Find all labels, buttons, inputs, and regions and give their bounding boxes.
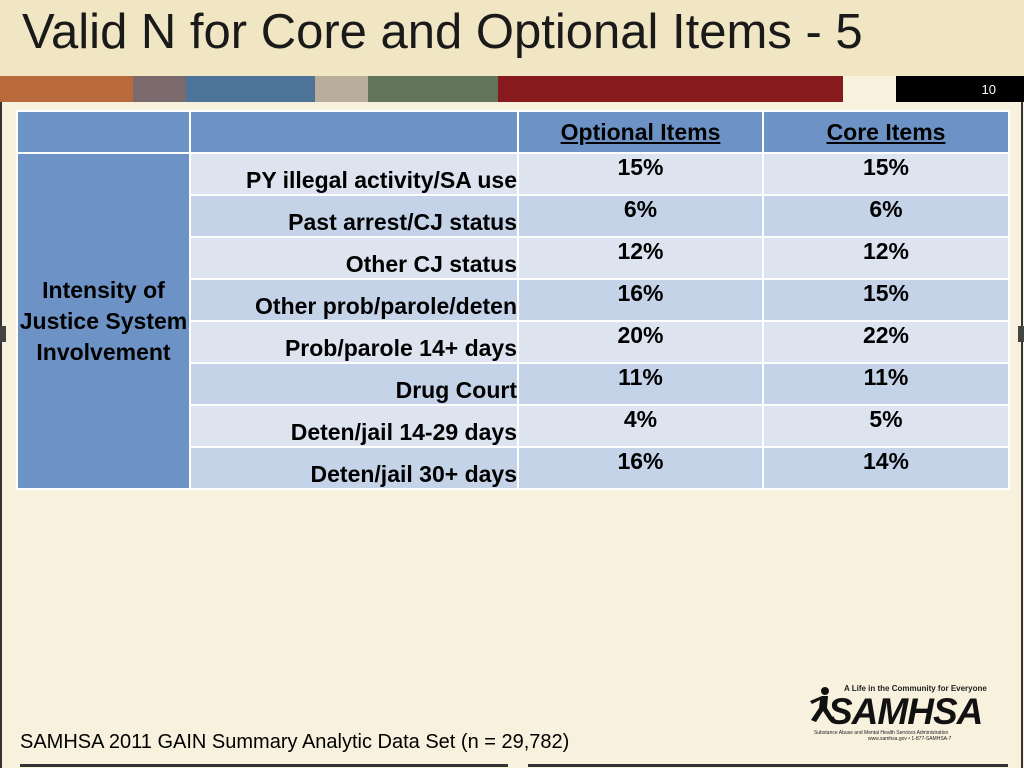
- row-label: Drug Court: [189, 362, 519, 406]
- row-label: Prob/parole 14+ days: [189, 320, 519, 364]
- optional-value: 15%: [517, 152, 764, 196]
- group-label: Intensity of Justice System Involvement: [16, 152, 191, 490]
- table-row: Other prob/parole/deten 16% 15%: [17, 278, 1010, 322]
- core-value: 22%: [762, 320, 1010, 364]
- table-header-row: Optional Items Core Items: [16, 110, 1010, 154]
- color-stripe-3: [186, 76, 315, 102]
- samhsa-logo: A Life in the Community for Everyone SAM…: [808, 684, 987, 742]
- color-stripe-2: [133, 76, 186, 102]
- edge-mark-left: [0, 326, 6, 342]
- logo-tagline: A Life in the Community for Everyone: [844, 684, 987, 693]
- table-row: Deten/jail 30+ days 16% 14%: [17, 446, 1010, 490]
- logo-wordmark: SAMHSA: [828, 691, 983, 732]
- row-label: Other CJ status: [189, 236, 519, 280]
- header-optional-items-label: Optional Items: [560, 118, 721, 145]
- optional-value: 16%: [517, 278, 764, 322]
- person-figure-icon: [810, 687, 833, 722]
- optional-value: 11%: [517, 362, 764, 406]
- color-stripe-5: [368, 76, 498, 102]
- bottom-rule-right: [528, 764, 1008, 767]
- header-optional-items: Optional Items: [517, 110, 764, 154]
- bottom-rule-left: [20, 764, 508, 767]
- frame-left-border: [0, 102, 2, 768]
- header-cell-empty-1: [16, 110, 191, 154]
- logo-subtitle: Substance Abuse and Mental Health Servic…: [814, 730, 949, 736]
- slide-title: Valid N for Core and Optional Items - 5: [22, 5, 863, 59]
- slide-number: 10: [981, 82, 996, 97]
- title-bar: Valid N for Core and Optional Items - 5: [0, 0, 1024, 76]
- core-value: 11%: [762, 362, 1010, 406]
- optional-value: 4%: [517, 404, 764, 448]
- optional-value: 6%: [517, 194, 764, 238]
- table-row: Prob/parole 14+ days 20% 22%: [17, 320, 1010, 364]
- table-row: Drug Court 11% 11%: [17, 362, 1010, 406]
- core-value: 15%: [762, 152, 1010, 196]
- color-stripe-7: [843, 76, 896, 102]
- row-label: PY illegal activity/SA use: [189, 152, 519, 196]
- footer-source: SAMHSA 2011 GAIN Summary Analytic Data S…: [20, 731, 570, 753]
- color-stripe-6: [498, 76, 843, 102]
- logo-contact: www.samhsa.gov • 1-877-SAMHSA-7: [868, 736, 952, 742]
- color-stripe-1: [0, 76, 133, 102]
- core-value: 6%: [762, 194, 1010, 238]
- header-core-items-label: Core Items: [826, 118, 946, 145]
- optional-value: 20%: [517, 320, 764, 364]
- row-label: Deten/jail 30+ days: [189, 446, 519, 490]
- header-cell-empty-2: [189, 110, 519, 154]
- core-value: 14%: [762, 446, 1010, 490]
- core-value: 15%: [762, 278, 1010, 322]
- row-label: Deten/jail 14-29 days: [189, 404, 519, 448]
- table-row: Intensity of Justice System Involvement …: [16, 152, 1010, 490]
- core-value: 5%: [762, 404, 1010, 448]
- slide-number-box: 10: [896, 76, 1024, 102]
- row-label: Other prob/parole/deten: [189, 278, 519, 322]
- table-row: Past arrest/CJ status 6% 6%: [17, 194, 1010, 238]
- optional-value: 12%: [517, 236, 764, 280]
- edge-mark-right: [1018, 326, 1024, 342]
- optional-value: 16%: [517, 446, 764, 490]
- table-row: Other CJ status 12% 12%: [17, 236, 1010, 280]
- core-value: 12%: [762, 236, 1010, 280]
- header-core-items: Core Items: [762, 110, 1010, 154]
- color-stripe-4: [315, 76, 368, 102]
- frame-right-border: [1021, 102, 1023, 768]
- row-label: Past arrest/CJ status: [189, 194, 519, 238]
- table-row: Deten/jail 14-29 days 4% 5%: [17, 404, 1010, 448]
- data-table: Optional Items Core Items Intensity of J…: [16, 110, 1010, 490]
